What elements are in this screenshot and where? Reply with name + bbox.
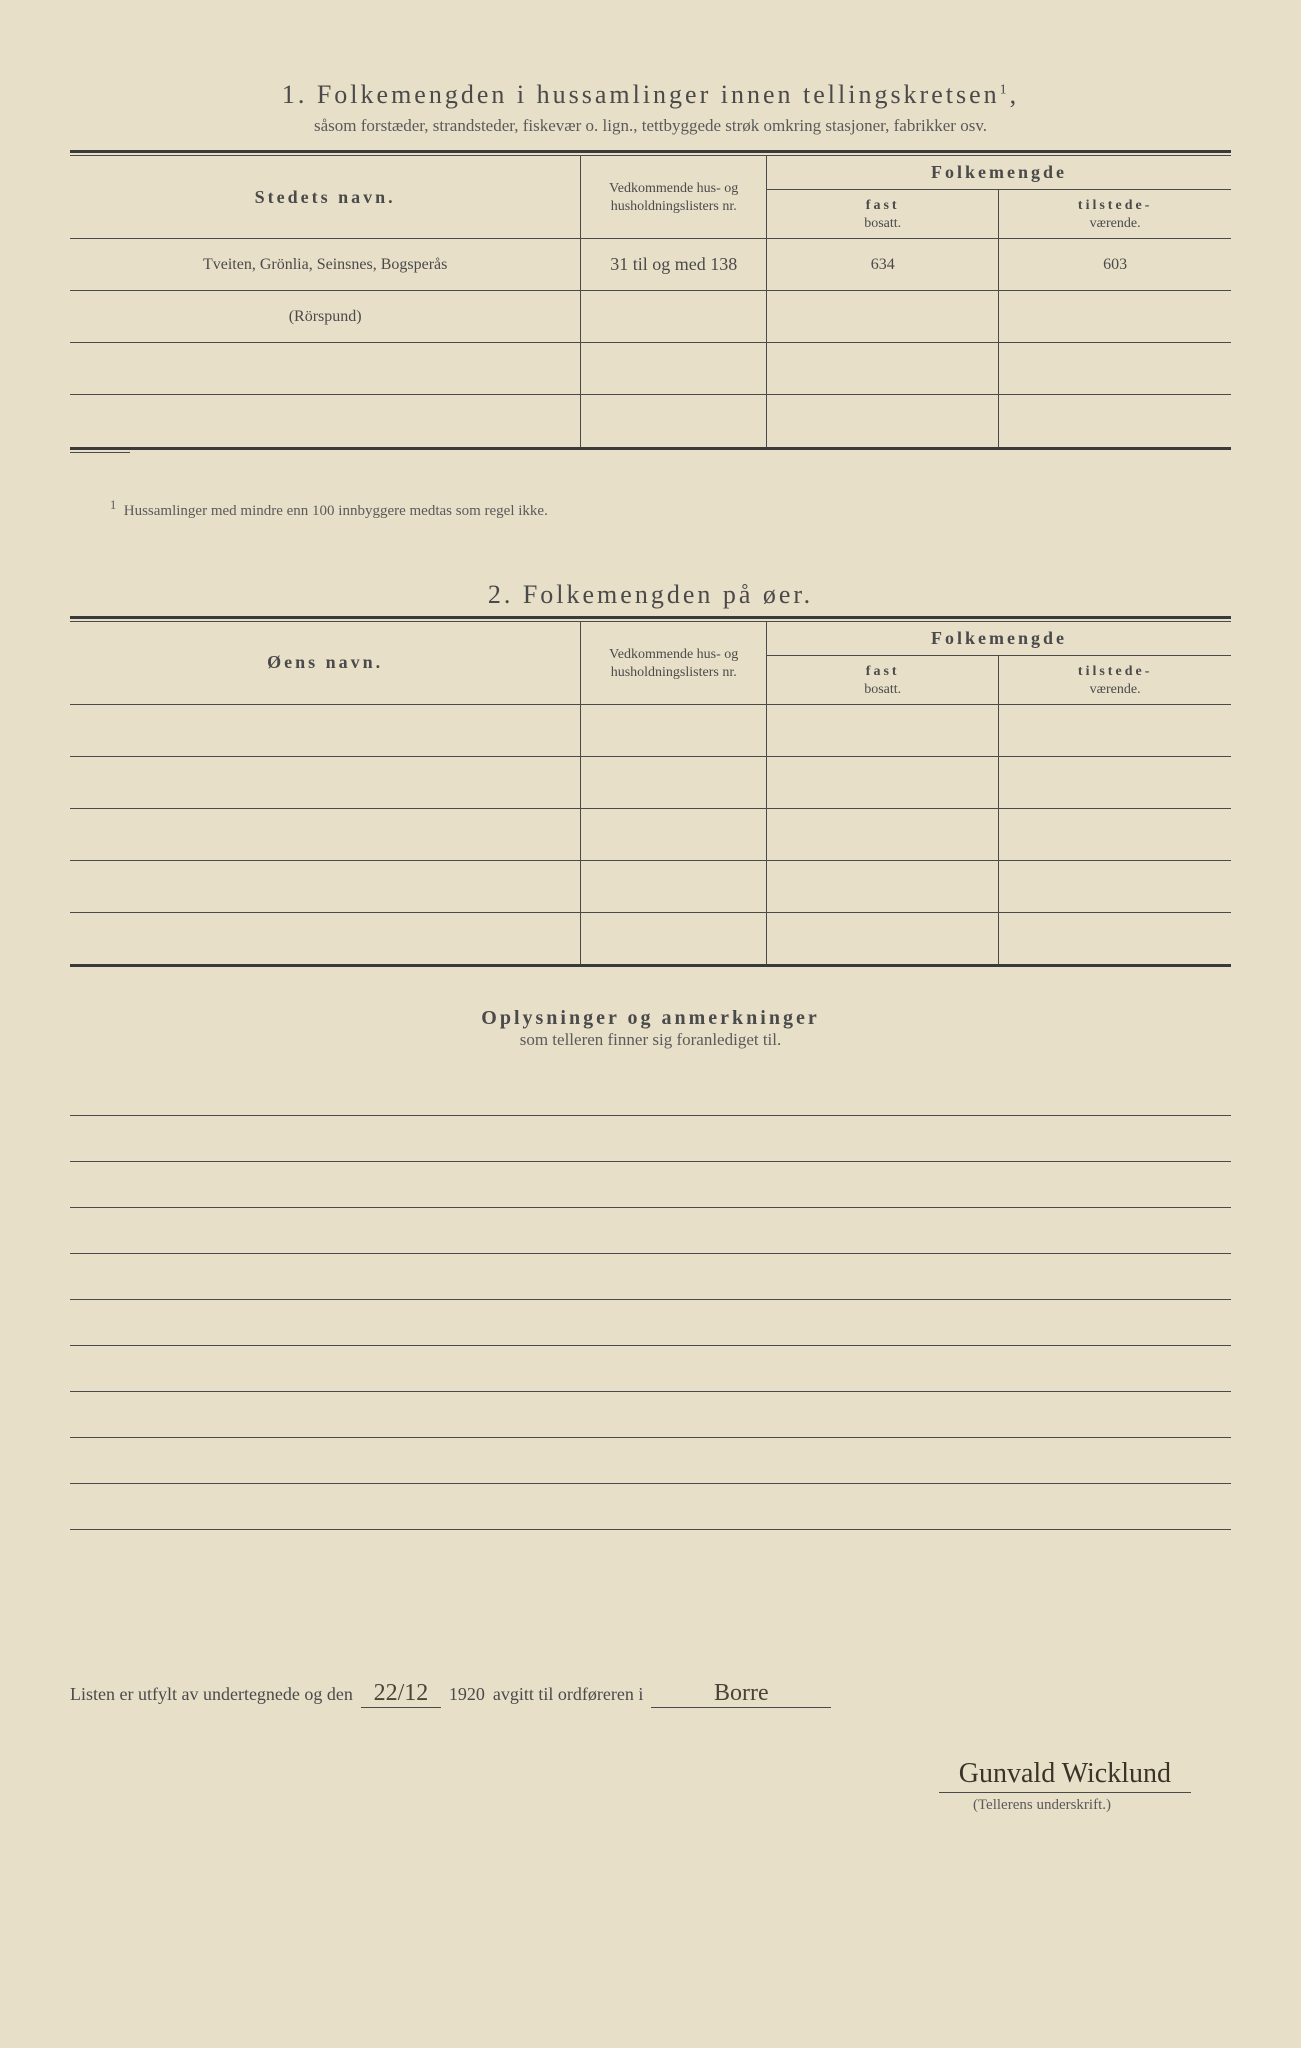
section-num: 1. <box>282 80 308 109</box>
table-row <box>70 756 1231 808</box>
section-1-title: 1. Folkemengden i hussamlinger innen tel… <box>70 80 1231 110</box>
th-hus: Vedkommende hus- og husholdningslisters … <box>609 181 738 214</box>
note-line <box>70 1116 1231 1162</box>
cell-hus: 31 til og med 138 <box>581 239 767 291</box>
th-folk: Folkemengde <box>931 628 1067 648</box>
signature-label: (Tellerens underskrift.) <box>70 1797 1191 1814</box>
table-row <box>70 704 1231 756</box>
note-line <box>70 1484 1231 1530</box>
footer-year: 1920 <box>449 1684 485 1705</box>
document-page: 1. Folkemengden i hussamlinger innen tel… <box>0 0 1301 2048</box>
section-num: 2. <box>488 580 514 609</box>
table-row <box>70 860 1231 912</box>
footer-mid: avgitt til ordføreren i <box>493 1684 643 1705</box>
footnote-text: Hussamlinger med mindre enn 100 innbygge… <box>124 503 548 519</box>
note-line <box>70 1392 1231 1438</box>
table-2-wrap: Øens navn. Vedkommende hus- og husholdni… <box>70 616 1231 968</box>
section-title-text: Folkemengden på øer. <box>523 580 813 609</box>
table-2: Øens navn. Vedkommende hus- og husholdni… <box>70 622 1231 965</box>
footer-prefix: Listen er utfylt av undertegnede og den <box>70 1684 353 1705</box>
signature-block: Gunvald Wicklund (Tellerens underskrift.… <box>70 1758 1231 1814</box>
cell-til: 603 <box>999 239 1231 291</box>
th-hus: Vedkommende hus- og husholdningslisters … <box>609 647 738 680</box>
th-fast: fast <box>866 198 900 213</box>
note-line <box>70 1162 1231 1208</box>
cell-hus <box>581 291 767 343</box>
note-line <box>70 1346 1231 1392</box>
table-row <box>70 912 1231 964</box>
notes-title: Oplysninger og anmerkninger <box>70 1007 1231 1030</box>
note-line <box>70 1300 1231 1346</box>
cell-fast: 634 <box>767 239 999 291</box>
footer-date: 22/12 <box>361 1680 441 1708</box>
cell-name: (Rörspund) <box>70 291 581 343</box>
table-row: (Rörspund) <box>70 291 1231 343</box>
section-title-text: Folkemengden i hussamlinger innen tellin… <box>317 80 1000 109</box>
footer-place: Borre <box>651 1680 831 1708</box>
cell-name: Tveiten, Grönlia, Seinsnes, Bogsperås <box>70 239 581 291</box>
notes-lines <box>70 1070 1231 1530</box>
footnote-block: 1 Hussamlinger med mindre enn 100 innbyg… <box>70 450 1231 520</box>
note-line <box>70 1438 1231 1484</box>
table-row <box>70 343 1231 395</box>
cell-fast <box>767 291 999 343</box>
signature: Gunvald Wicklund <box>939 1758 1191 1793</box>
table-1: Stedets navn. Vedkommende hus- og hushol… <box>70 156 1231 447</box>
note-line <box>70 1254 1231 1300</box>
notes-section: Oplysninger og anmerkninger som telleren… <box>70 1007 1231 1530</box>
footer-line: Listen er utfylt av undertegnede og den … <box>70 1680 1231 1708</box>
section-2-title: 2. Folkemengden på øer. <box>70 580 1231 610</box>
section-2: 2. Folkemengden på øer. Øens navn. Vedko… <box>70 580 1231 968</box>
notes-subtitle: som telleren finner sig foranlediget til… <box>70 1030 1231 1050</box>
th-name: Stedets navn. <box>255 187 396 207</box>
table-1-wrap: Stedets navn. Vedkommende hus- og hushol… <box>70 150 1231 450</box>
th-folk: Folkemengde <box>931 162 1067 182</box>
table-row <box>70 395 1231 447</box>
th-name: Øens navn. <box>267 652 383 672</box>
th-fast: fast <box>866 664 900 679</box>
note-line <box>70 1208 1231 1254</box>
title-sup: 1 <box>1000 82 1010 97</box>
table-row: Tveiten, Grönlia, Seinsnes, Bogsperås 31… <box>70 239 1231 291</box>
th-til: tilstede- <box>1078 198 1152 213</box>
table-row <box>70 808 1231 860</box>
note-line <box>70 1070 1231 1116</box>
cell-til <box>999 291 1231 343</box>
section-1: 1. Folkemengden i hussamlinger innen tel… <box>70 80 1231 520</box>
section-1-subtitle: såsom forstæder, strandsteder, fiskevær … <box>70 116 1231 136</box>
th-til: tilstede- <box>1078 664 1152 679</box>
